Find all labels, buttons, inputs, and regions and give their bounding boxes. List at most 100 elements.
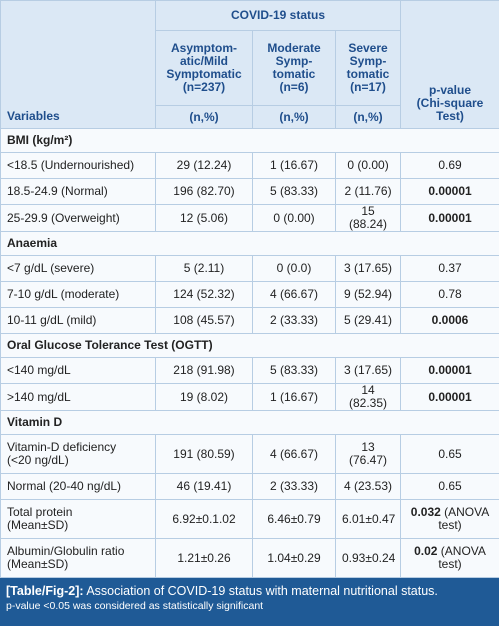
- cell: 9 (52.94): [334, 281, 402, 308]
- cell: 2 (11.76): [334, 178, 402, 205]
- p-value-number: 0.0006: [431, 313, 469, 327]
- row-label-line: Normal (20-40 ng/dL): [7, 479, 122, 493]
- column-header-line: Asymptom-: [170, 41, 237, 55]
- row-label-line: <18.5 (Undernourished): [7, 158, 135, 172]
- cell: 13 (76.47): [334, 434, 402, 474]
- data-row: Total protein (Mean±SD) 6.92±0.1.02 6.46±0.…: [0, 499, 499, 539]
- cell: 191 (80.59): [155, 434, 253, 474]
- row-label-line: Total protein: [7, 505, 73, 519]
- section-row: Anaemia: [0, 231, 499, 256]
- row-label-line: Vitamin-D deficiency: [7, 440, 117, 454]
- p-value: 0.37: [400, 255, 499, 282]
- column-header-line: (n=17): [350, 80, 386, 94]
- cell: 5 (83.33): [252, 178, 336, 205]
- cell: 12 (5.06): [155, 204, 253, 232]
- row-label: Vitamin-D deficiency (<20 ng/dL): [0, 434, 156, 474]
- p-value-number: 0.65: [438, 479, 462, 493]
- p-value: 0.0006: [400, 307, 499, 334]
- p-value: 0.78: [400, 281, 499, 308]
- cell: 2 (33.33): [252, 473, 336, 500]
- cell: 29 (12.24): [155, 152, 253, 179]
- row-label: Albumin/Globulin ratio (Mean±SD): [0, 538, 156, 578]
- p-value-number: 0.65: [438, 446, 462, 461]
- cell: 2 (33.33): [252, 307, 336, 334]
- row-label: >140 mg/dL: [0, 383, 156, 411]
- row-label: 25-29.9 (Overweight): [0, 204, 156, 232]
- p-value-line: p-value: [429, 83, 472, 97]
- cell: 19 (8.02): [155, 383, 253, 411]
- section-title: Vitamin D: [0, 410, 499, 435]
- cell: 0 (0.00): [252, 204, 336, 232]
- p-value-number: 0.02: [414, 544, 438, 558]
- p-value-note: (ANOVA test): [438, 544, 486, 571]
- row-label-line: 7-10 g/dL (moderate): [7, 287, 120, 301]
- caption-label: [Table/Fig-2]:: [6, 584, 84, 598]
- row-label-line: (Mean±SD): [7, 557, 69, 571]
- cell: 124 (52.32): [155, 281, 253, 308]
- cell: 108 (45.57): [155, 307, 253, 334]
- column-header-line: tomatic: [272, 67, 316, 81]
- section-row: Vitamin D: [0, 410, 499, 435]
- caption: [Table/Fig-2]: Association of COVID-19 s…: [0, 578, 499, 626]
- p-value: 0.65: [400, 473, 499, 500]
- cell: 4 (23.53): [334, 473, 402, 500]
- column-header-line: (n=237): [182, 80, 226, 94]
- cell: 14 (82.35): [334, 383, 402, 411]
- row-label: <18.5 (Undernourished): [0, 152, 156, 179]
- cell: 218 (91.98): [155, 357, 253, 384]
- column-header-line: (n=6): [279, 80, 309, 94]
- cell: 196 (82.70): [155, 178, 253, 205]
- column-header-line: Symptomatic: [166, 67, 242, 81]
- p-value-number: 0.00001: [428, 363, 472, 377]
- cell: 15 (88.24): [334, 204, 402, 232]
- p-value: 0.00001: [400, 204, 499, 232]
- cell: 4 (66.67): [252, 281, 336, 308]
- cell: 6.01±0.47: [334, 499, 402, 539]
- table-header: Variables COVID-19 status p-value (Chi-sq…: [0, 0, 499, 129]
- cell: 6.46±0.79: [252, 499, 336, 539]
- p-value-number: 0.69: [438, 158, 462, 172]
- p-value: 0.00001: [400, 357, 499, 384]
- cell: 1.21±0.26: [155, 538, 253, 578]
- p-value-note: (ANOVA test): [438, 505, 490, 532]
- p-value-header: p-value (Chi-square Test): [400, 0, 499, 129]
- row-label-line: Albumin/Globulin ratio: [7, 544, 125, 558]
- row-label-line: 18.5-24.9 (Normal): [7, 184, 108, 198]
- row-label-line: <140 mg/dL: [7, 363, 71, 377]
- p-value-number: 0.37: [438, 261, 462, 275]
- section-row: BMI (kg/m²): [0, 128, 499, 153]
- data-row: 18.5-24.9 (Normal) 196 (82.70) 5 (83.33) 2 …: [0, 178, 499, 205]
- data-row: >140 mg/dL 19 (8.02) 1 (16.67) 14 (82.35) 0.…: [0, 383, 499, 411]
- row-label-line: <7 g/dL (severe): [7, 261, 95, 275]
- data-row: 10-11 g/dL (mild) 108 (45.57) 2 (33.33) 5 (…: [0, 307, 499, 334]
- p-value-number: 0.78: [438, 287, 462, 301]
- row-label: 7-10 g/dL (moderate): [0, 281, 156, 308]
- section-title: BMI (kg/m²): [0, 128, 499, 153]
- p-value-line: (Chi-square: [416, 96, 484, 110]
- cell: 0 (0.00): [334, 152, 402, 179]
- row-label-line: 10-11 g/dL (mild): [7, 313, 97, 327]
- p-value: 0.65: [400, 434, 499, 474]
- data-row: Normal (20-40 ng/dL) 46 (19.41) 2 (33.33) 4…: [0, 473, 499, 500]
- data-row: Vitamin-D deficiency (<20 ng/dL) 191 (80.5…: [0, 434, 499, 474]
- p-value: 0.032 (ANOVA test): [400, 499, 499, 539]
- caption-text: Association of COVID-19 status with mate…: [86, 584, 438, 598]
- column-unit: (n,%): [155, 105, 253, 129]
- section-title: Anaemia: [0, 231, 499, 256]
- cell: 0 (0.0): [252, 255, 336, 282]
- data-row: 25-29.9 (Overweight) 12 (5.06) 0 (0.00) 15 …: [0, 204, 499, 232]
- cell: 0.93±0.24: [334, 538, 402, 578]
- row-label: <7 g/dL (severe): [0, 255, 156, 282]
- group-header: COVID-19 status: [154, 0, 402, 31]
- column-header-line: Symp-: [275, 54, 313, 68]
- cell: 5 (2.11): [155, 255, 253, 282]
- row-label-line: (Mean±SD): [7, 518, 69, 532]
- p-value: 0.69: [400, 152, 499, 179]
- p-value-number: 0.00001: [428, 184, 472, 198]
- table-body: BMI (kg/m²) <18.5 (Undernourished) 29 (12.…: [0, 128, 499, 578]
- cell: 46 (19.41): [155, 473, 253, 500]
- cell: 3 (17.65): [334, 255, 402, 282]
- row-label: Normal (20-40 ng/dL): [0, 473, 156, 500]
- data-row: <18.5 (Undernourished) 29 (12.24) 1 (16.67…: [0, 152, 499, 179]
